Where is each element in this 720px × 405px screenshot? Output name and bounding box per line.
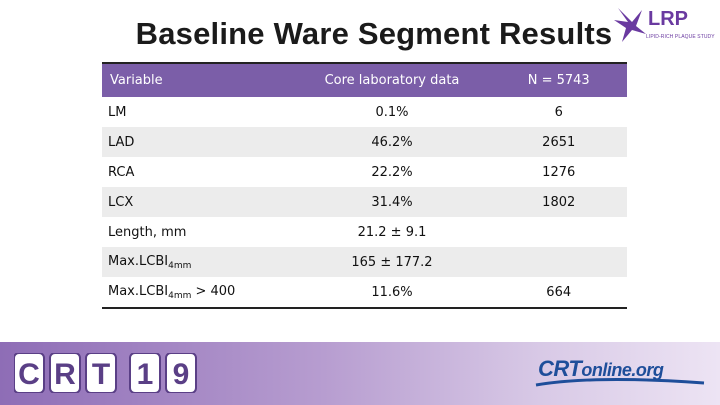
lrp-logo-subtitle: LIPID-RICH PLAQUE STUDY	[646, 34, 715, 40]
lrp-logo: LRP LIPID-RICH PLAQUE STUDY	[612, 4, 720, 48]
table-row: Max.LCBI4mm 165 ± 177.2	[102, 247, 627, 277]
cell-core: 11.6%	[293, 277, 491, 309]
header-n: N = 5743	[490, 62, 627, 97]
cell-n: 6	[554, 104, 563, 120]
table-row: LAD 46.2% 2651	[102, 127, 627, 157]
header-variable: Variable	[102, 62, 294, 97]
cell-variable: Length, mm	[108, 224, 187, 240]
crt19-letter: T	[92, 358, 110, 391]
crt19-letter: 9	[173, 358, 190, 391]
cell-core: 165 ± 177.2	[293, 247, 491, 277]
table-row: LM 0.1% 6	[102, 97, 627, 127]
crt19-logo-tiles	[14, 353, 197, 393]
table-row: RCA 22.2% 1276	[102, 157, 627, 187]
footer-band	[0, 342, 720, 405]
cell-n	[490, 217, 627, 247]
header-core-lab: Core laboratory data	[293, 62, 491, 97]
cell-core: 22.2%	[371, 164, 413, 180]
crt19-logo: C R T 1 9	[14, 353, 197, 393]
cell-variable: Max.LCBI4mm	[102, 247, 294, 277]
cell-variable: RCA	[108, 164, 135, 180]
cell-n: 2651	[490, 127, 627, 157]
cell-core: 46.2%	[293, 127, 491, 157]
cell-variable: LCX	[102, 187, 294, 217]
cell-core: 21.2 ± 9.1	[357, 224, 427, 240]
cell-n	[490, 247, 627, 277]
cell-variable: Max.LCBI4mm > 400	[102, 277, 294, 309]
cell-n: 664	[490, 277, 627, 309]
cell-n: 1802	[490, 187, 627, 217]
crt19-letter: R	[54, 358, 76, 391]
cell-core: 0.1%	[375, 104, 409, 120]
table-row: Length, mm 21.2 ± 9.1	[102, 217, 627, 247]
table-row: Max.LCBI4mm > 400 11.6% 664	[102, 277, 627, 309]
results-table: Variable Core laboratory data N = 5743 L…	[102, 62, 627, 309]
lrp-logo-text: LRP	[648, 8, 688, 30]
crtonline-swoosh-icon	[535, 377, 705, 387]
cell-variable: LM	[108, 104, 127, 120]
crtonline-logo-text: CRTonline.org	[538, 356, 664, 381]
table-row: LCX 31.4% 1802	[102, 187, 627, 217]
lrp-bird-icon	[614, 8, 646, 42]
cell-n: 1276	[542, 164, 576, 180]
crt19-letter: 1	[137, 358, 154, 391]
crt19-letter: C	[18, 358, 40, 391]
cell-variable: LAD	[102, 127, 294, 157]
page-title: Baseline Ware Segment Results	[135, 16, 613, 51]
cell-core: 31.4%	[293, 187, 491, 217]
table-header-row: Variable Core laboratory data N = 5743	[102, 62, 627, 97]
crtonline-logo: CRTonline.org	[534, 355, 706, 389]
